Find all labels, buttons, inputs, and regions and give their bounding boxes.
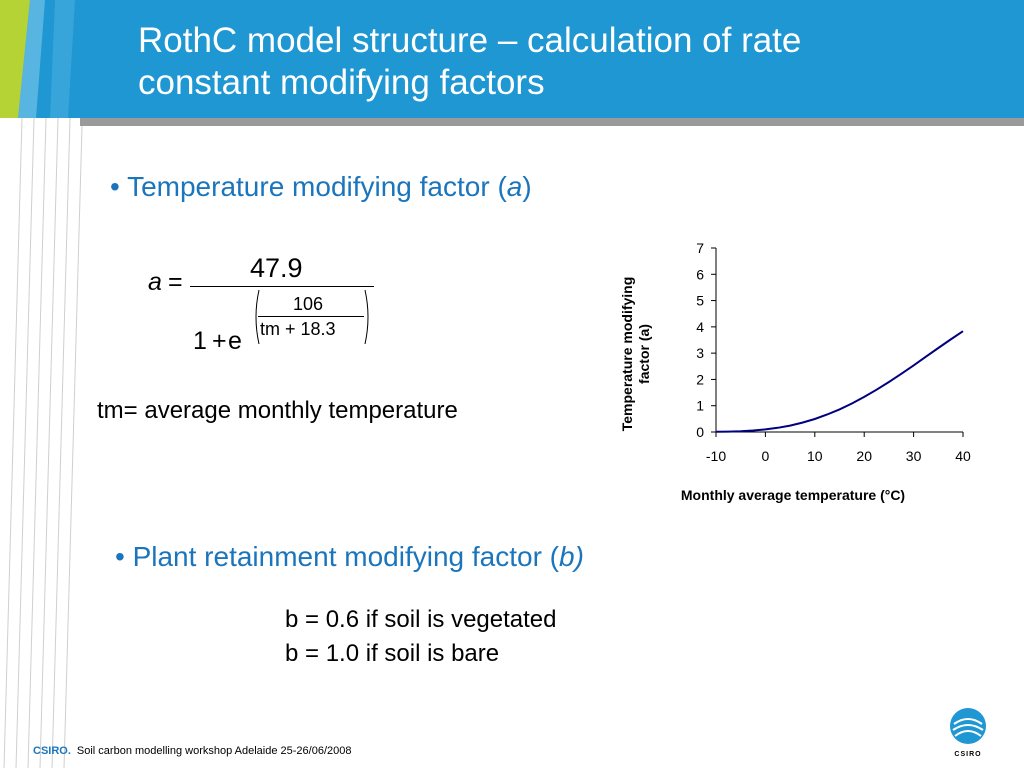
header-band (0, 0, 1024, 118)
formula-exponent-numerator: 106 (293, 294, 324, 314)
chart-x-tick-label: 0 (762, 448, 770, 464)
temperature-formula: a = 47.9 1 + e 106 tm + 18.3 (148, 250, 388, 360)
chart-y-axis-label-line: Temperature modifying (619, 277, 635, 432)
bullet-temperature-prefix: • Temperature modifying factor ( (110, 171, 507, 202)
bullet-plant-var: b) (559, 541, 584, 572)
formula-numerator: 47.9 (250, 253, 303, 283)
formula-exponent-parentheses (255, 289, 369, 345)
slide-title-line-1: RothC model structure – calculation of r… (138, 21, 802, 60)
chart-y-tick-label: 6 (696, 266, 704, 282)
chart-y-tick-label: 2 (696, 371, 704, 387)
chart-y-tick-label: 5 (696, 293, 704, 309)
header-light-accent (0, 0, 75, 118)
chart-series-line (715, 330, 964, 433)
chart-y-tick-label: 3 (696, 345, 704, 361)
formula-plus: + (212, 327, 227, 355)
formula-equals: = (168, 268, 183, 296)
chart-x-tick-label: 10 (807, 448, 823, 464)
chart-y-tick-label: 0 (696, 424, 704, 440)
footer-brand: CSIRO. (33, 745, 71, 757)
bullet-plant-factor: • Plant retainment modifying factor (b) (115, 540, 584, 574)
b-rule-vegetated: b = 0.6 if soil is vegetated (285, 606, 557, 633)
bullet-plant-prefix: • Plant retainment modifying factor ( (115, 541, 559, 572)
formula-exponent-denominator: tm + 18.3 (260, 319, 336, 339)
formula-fraction-bar (190, 286, 374, 287)
left-decorative-lines (3, 117, 83, 768)
slide-title: RothC model structure – calculation of r… (138, 20, 998, 104)
formula-lhs-var: a (148, 268, 162, 296)
bullet-temperature-factor: • Temperature modifying factor (a) (110, 170, 532, 204)
chart-y-tick-label: 1 (696, 398, 704, 414)
footer: CSIRO. Soil carbon modelling workshop Ade… (33, 745, 351, 757)
csiro-logo: CSIRO (950, 708, 986, 758)
formula-one: 1 (193, 327, 207, 355)
csiro-logo-label: CSIRO (954, 751, 981, 758)
chart-x-tick-label: 40 (955, 448, 971, 464)
tm-definition: tm= average monthly temperature (97, 397, 458, 424)
formula-e: e (228, 327, 242, 355)
chart-x-tick-label: 30 (906, 448, 922, 464)
chart-series (715, 330, 964, 433)
chart-y-axis-label: Temperature modifyingfactor (a) (619, 277, 652, 432)
formula-exponent-bar (258, 316, 364, 317)
b-rule-bare: b = 1.0 if soil is bare (285, 640, 500, 667)
chart-x-axis-label: Monthly average temperature (°C) (681, 487, 905, 503)
footer-text: Soil carbon modelling workshop Adelaide … (76, 745, 352, 757)
header-underline-bar (80, 118, 1024, 126)
chart-x-tick-label: -10 (706, 448, 726, 464)
chart-x-tick-label: 20 (856, 448, 872, 464)
chart-axes (715, 248, 963, 433)
bullet-temperature-suffix: ) (522, 171, 532, 202)
chart-y-axis-label-line: factor (a) (636, 324, 652, 384)
bullet-temperature-var: a (506, 171, 523, 202)
slide-title-line-2: constant modifying factors (138, 63, 545, 102)
chart-y-tick-label: 4 (696, 319, 704, 335)
chart-y-tick-label: 7 (696, 240, 704, 256)
